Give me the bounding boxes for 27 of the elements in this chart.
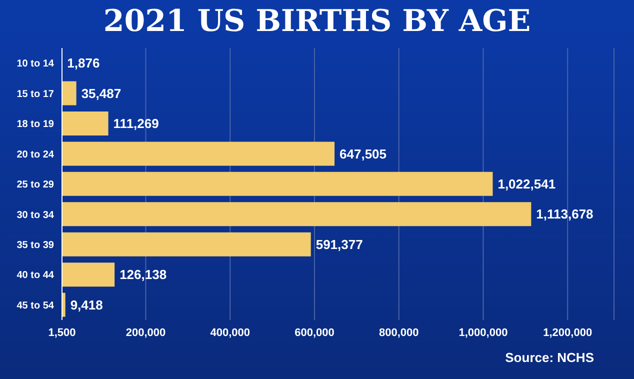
y-tick-label: 20 to 24: [16, 149, 54, 160]
y-tick-label: 40 to 44: [16, 270, 54, 282]
y-tick-label: 15 to 17: [16, 88, 54, 100]
x-tick-label: 1,200,000: [543, 326, 592, 339]
data-label: 647,505: [340, 146, 387, 162]
data-label: 35,487: [81, 86, 122, 101]
x-tick-label: 800,000: [378, 326, 419, 339]
x-tick-label: 200,000: [126, 326, 166, 339]
x-tick-label: 1,000,000: [458, 326, 508, 339]
y-tick-label: 30 to 34: [16, 210, 54, 221]
chart-title: 2021 US BIRTHS BY AGE: [102, 4, 532, 39]
x-tick-label: 1,500: [48, 326, 76, 339]
data-label: 1,022,541: [498, 176, 556, 192]
x-tick-label: 600,000: [294, 326, 334, 339]
y-tick-label: 18 to 19: [16, 119, 54, 130]
data-label: 591,377: [316, 236, 363, 252]
x-tick-label: 400,000: [210, 326, 250, 339]
data-label: 111,269: [113, 116, 159, 132]
y-tick-label: 35 to 39: [16, 240, 54, 251]
source-note: Source: NCHS: [505, 350, 594, 365]
y-tick-label: 10 to 14: [16, 58, 54, 70]
y-tick-label: 25 to 29: [16, 180, 54, 191]
data-label: 1,113,678: [536, 206, 594, 222]
y-tick-label: 45 to 54: [16, 300, 54, 312]
data-label: 1,876: [67, 56, 100, 71]
data-label: 9,418: [70, 297, 103, 312]
data-label: 126,138: [120, 267, 167, 282]
